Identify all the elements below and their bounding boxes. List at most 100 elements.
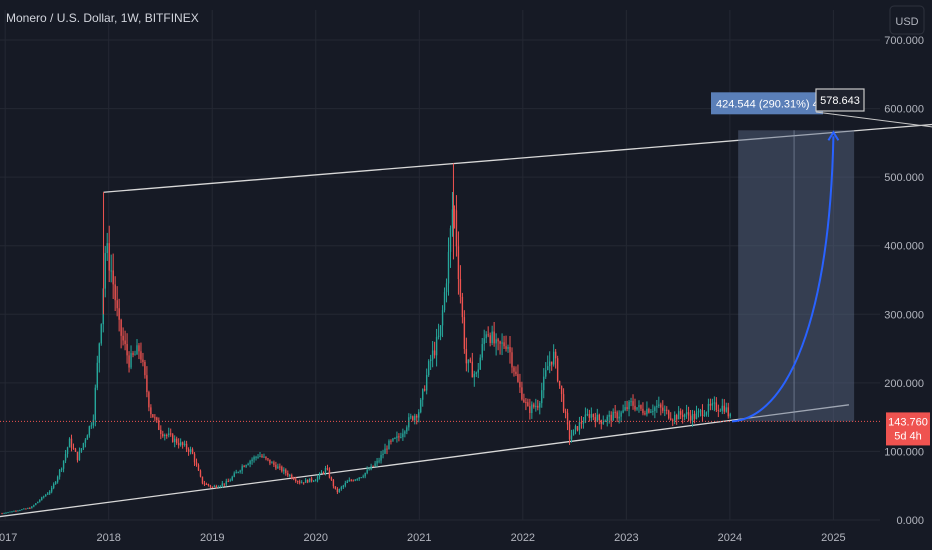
candle-body: [550, 361, 553, 365]
candle-body: [574, 426, 577, 430]
last-price-value: 143.760: [888, 416, 928, 428]
candle-body: [195, 462, 198, 466]
candle-body: [673, 415, 676, 421]
candle-body: [298, 481, 301, 483]
candle-body: [392, 438, 394, 441]
candle-body: [400, 437, 402, 439]
candle-body: [457, 246, 460, 280]
candle-body: [479, 357, 481, 370]
candle-body: [616, 412, 618, 419]
candle-body: [672, 419, 674, 421]
candle-body: [326, 468, 329, 470]
candle-body: [556, 358, 559, 381]
candle-body: [197, 465, 200, 471]
candle-body: [124, 340, 126, 345]
candle-body: [648, 408, 650, 413]
currency-button[interactable]: USD: [889, 5, 925, 35]
candle-body: [253, 457, 255, 460]
candle-body: [100, 324, 102, 344]
candle-body: [398, 436, 400, 438]
candle-body: [320, 472, 323, 474]
candle-body: [201, 476, 204, 484]
candle-body: [489, 335, 491, 343]
candle-body: [350, 480, 352, 482]
candle-body: [33, 505, 35, 507]
candle-body: [346, 481, 349, 483]
candle-body: [562, 394, 565, 412]
candle-body: [437, 335, 440, 338]
candle-body: [352, 480, 354, 482]
candle-body: [219, 485, 222, 487]
candle-body: [370, 465, 372, 470]
candle-body: [277, 466, 279, 469]
candle-body: [177, 443, 180, 446]
candle-body: [568, 424, 571, 440]
candle-body: [580, 422, 583, 424]
candle-body: [427, 361, 430, 376]
candle-body: [283, 469, 285, 472]
candle-body: [642, 408, 644, 414]
candle-body: [104, 253, 106, 289]
candle-body: [620, 412, 622, 417]
candle-body: [41, 497, 43, 501]
candle-body: [43, 496, 45, 498]
candle-body: [116, 300, 118, 309]
candle-body: [170, 433, 172, 435]
candle-body: [636, 407, 638, 410]
candle-body: [513, 367, 515, 372]
y-tick-label: 400.000: [884, 241, 924, 253]
candle-body: [572, 429, 575, 436]
candle-body: [138, 345, 140, 352]
candle-body: [382, 453, 384, 456]
candle-body: [670, 418, 672, 420]
candle-body: [45, 494, 47, 497]
candle-body: [443, 292, 446, 311]
x-tick-label: 2020: [304, 532, 328, 544]
candle-body: [664, 409, 666, 411]
candle-body: [539, 403, 541, 408]
x-tick-label: 2023: [614, 532, 638, 544]
candle-body: [35, 503, 37, 506]
candle-body: [529, 406, 531, 414]
candle-body: [314, 480, 317, 482]
candle-body: [380, 455, 382, 461]
candle-body: [721, 405, 724, 411]
candle-body: [485, 334, 487, 339]
candle-body: [378, 460, 380, 462]
candle-body: [729, 414, 731, 417]
candle-body: [701, 410, 704, 417]
candle-body: [152, 414, 154, 418]
candle-body: [76, 451, 79, 461]
candle-body: [173, 438, 176, 442]
candle-body: [699, 410, 702, 412]
candle-body: [447, 251, 450, 284]
candle-body: [646, 408, 648, 415]
candle-body: [598, 414, 600, 421]
candle-body: [638, 405, 640, 408]
candle-body: [144, 361, 146, 376]
candle-body: [459, 279, 462, 297]
candle-body: [19, 510, 21, 512]
candle-body: [306, 479, 309, 483]
candle-body: [535, 405, 537, 407]
candle-body: [602, 421, 604, 424]
candle-body: [291, 474, 293, 479]
candle-body: [72, 447, 75, 449]
candle-body: [693, 413, 696, 419]
candle-body: [328, 469, 331, 478]
candle-body: [473, 373, 475, 378]
candle-body: [297, 481, 299, 483]
x-tick-label: 2022: [511, 532, 535, 544]
candle-body: [66, 447, 69, 454]
candle-body: [622, 410, 624, 413]
candle-body: [360, 477, 362, 479]
candle-body: [626, 407, 628, 410]
target-connector: [815, 111, 932, 128]
candle-body: [600, 420, 602, 424]
candle-body: [322, 472, 325, 474]
candle-body: [429, 359, 432, 362]
candle-body: [158, 420, 160, 430]
bar-countdown: 5d 4h: [894, 430, 922, 442]
